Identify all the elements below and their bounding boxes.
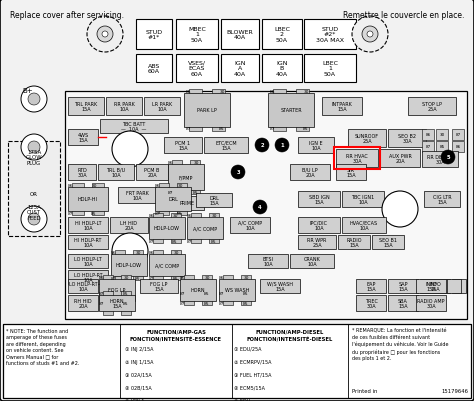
Text: TBC IGN1
10A: TBC IGN1 10A xyxy=(351,194,374,205)
Bar xyxy=(273,128,286,132)
Bar xyxy=(164,138,202,154)
Text: IGN
A
40A: IGN A 40A xyxy=(234,61,246,77)
Circle shape xyxy=(28,94,40,106)
Text: 30: 30 xyxy=(172,213,178,217)
Text: 30: 30 xyxy=(135,250,141,254)
Bar xyxy=(388,279,418,293)
Text: ④ 02B/15A: ④ 02B/15A xyxy=(125,385,152,390)
Bar xyxy=(422,152,458,168)
Bar xyxy=(452,142,464,153)
Circle shape xyxy=(21,135,47,160)
Bar xyxy=(100,120,168,134)
Bar xyxy=(223,301,233,305)
Bar xyxy=(298,138,334,154)
Text: RR PARK
10A: RR PARK 10A xyxy=(114,101,135,112)
Circle shape xyxy=(253,200,267,215)
Text: 86: 86 xyxy=(99,275,105,279)
Bar xyxy=(191,213,201,217)
Bar xyxy=(248,254,288,268)
Bar xyxy=(262,55,302,83)
Text: 175A
GLOW
PLUG: 175A GLOW PLUG xyxy=(26,149,42,166)
Bar xyxy=(201,301,212,305)
Bar xyxy=(338,235,370,249)
Text: IPC/DIC
10A: IPC/DIC 10A xyxy=(310,220,328,231)
Text: INFO
15A: INFO 15A xyxy=(425,281,437,292)
Bar xyxy=(72,184,84,188)
Text: 85: 85 xyxy=(219,127,225,131)
Bar xyxy=(8,142,60,237)
Text: 86: 86 xyxy=(68,184,74,188)
Text: 85: 85 xyxy=(243,301,249,305)
Circle shape xyxy=(21,207,47,233)
Text: 86: 86 xyxy=(168,160,174,164)
Text: LH HID
20A: LH HID 20A xyxy=(120,220,137,231)
Text: ③ FUEL HT/15A: ③ FUEL HT/15A xyxy=(234,372,272,377)
Text: ② INJ 1/15A: ② INJ 1/15A xyxy=(125,359,154,364)
Text: 87: 87 xyxy=(219,301,225,305)
Bar xyxy=(136,164,168,180)
Bar xyxy=(191,239,201,243)
Text: FOG LP
15A: FOG LP 15A xyxy=(150,281,168,292)
Text: 5: 5 xyxy=(446,155,450,160)
Text: 86: 86 xyxy=(155,184,161,188)
Text: 30: 30 xyxy=(173,250,179,254)
Text: SBD IGN
15A: SBD IGN 15A xyxy=(309,194,329,205)
Text: F/PMP: F/PMP xyxy=(179,175,193,180)
Text: RR DEFOG
30A: RR DEFOG 30A xyxy=(428,154,453,165)
Bar xyxy=(68,164,96,180)
Text: 30: 30 xyxy=(123,275,129,279)
Text: AUX PWR
20A: AUX PWR 20A xyxy=(389,153,411,164)
Circle shape xyxy=(231,166,245,180)
Bar xyxy=(422,130,434,141)
Bar xyxy=(356,279,386,293)
Text: SBA
15A: SBA 15A xyxy=(398,298,408,309)
Bar xyxy=(68,98,104,116)
Text: 30: 30 xyxy=(439,133,445,137)
Text: A/C COMP: A/C COMP xyxy=(193,226,217,231)
Text: VSES/
ECAS
60A: VSES/ ECAS 60A xyxy=(188,61,206,77)
Bar xyxy=(153,239,164,243)
Text: 85: 85 xyxy=(177,211,183,215)
Text: 30: 30 xyxy=(193,160,199,164)
Bar xyxy=(102,275,113,279)
Text: 87: 87 xyxy=(187,239,193,243)
Circle shape xyxy=(112,132,148,168)
Bar xyxy=(172,190,182,194)
Text: INTPARK
15A: INTPARK 15A xyxy=(331,101,353,112)
Bar xyxy=(298,235,336,249)
Text: STUD
#2*
30A MAX: STUD #2* 30A MAX xyxy=(316,26,344,43)
Bar xyxy=(106,98,142,116)
Circle shape xyxy=(87,17,123,53)
Bar xyxy=(262,20,302,50)
Bar xyxy=(177,211,187,215)
Text: ETC/ECM
15A: ETC/ECM 15A xyxy=(215,140,237,151)
Bar xyxy=(171,213,182,217)
Circle shape xyxy=(255,139,269,153)
Bar xyxy=(3,324,471,398)
Text: 87: 87 xyxy=(219,291,225,295)
Text: W/S WASH
15A: W/S WASH 15A xyxy=(267,281,293,292)
Bar xyxy=(334,148,380,170)
Bar xyxy=(184,94,230,128)
Text: SEO B1
15A: SEO B1 15A xyxy=(379,237,397,248)
Text: HDLP-HI: HDLP-HI xyxy=(78,197,98,202)
Text: HDLP-LOW: HDLP-LOW xyxy=(154,226,180,231)
Text: 30: 30 xyxy=(177,184,183,188)
Text: HI HDLP-LT
10A: HI HDLP-LT 10A xyxy=(75,220,101,231)
Text: LBEC
2
50A: LBEC 2 50A xyxy=(274,26,290,43)
Bar xyxy=(176,20,218,50)
Text: IGN
B
40A: IGN B 40A xyxy=(276,61,288,77)
Bar xyxy=(159,211,169,215)
Bar xyxy=(153,213,164,217)
Text: ② ECMRPV/15A: ② ECMRPV/15A xyxy=(234,359,272,364)
Bar xyxy=(187,217,223,239)
Text: BTSI
10A: BTSI 10A xyxy=(263,256,273,267)
Bar xyxy=(68,130,98,146)
Text: TBC BATT
—  10A  —: TBC BATT — 10A — xyxy=(121,121,146,132)
Bar xyxy=(183,275,194,279)
Text: CIG LTR
15A: CIG LTR 15A xyxy=(433,194,451,205)
Bar xyxy=(223,275,233,279)
Bar xyxy=(356,295,386,311)
Circle shape xyxy=(382,192,418,227)
